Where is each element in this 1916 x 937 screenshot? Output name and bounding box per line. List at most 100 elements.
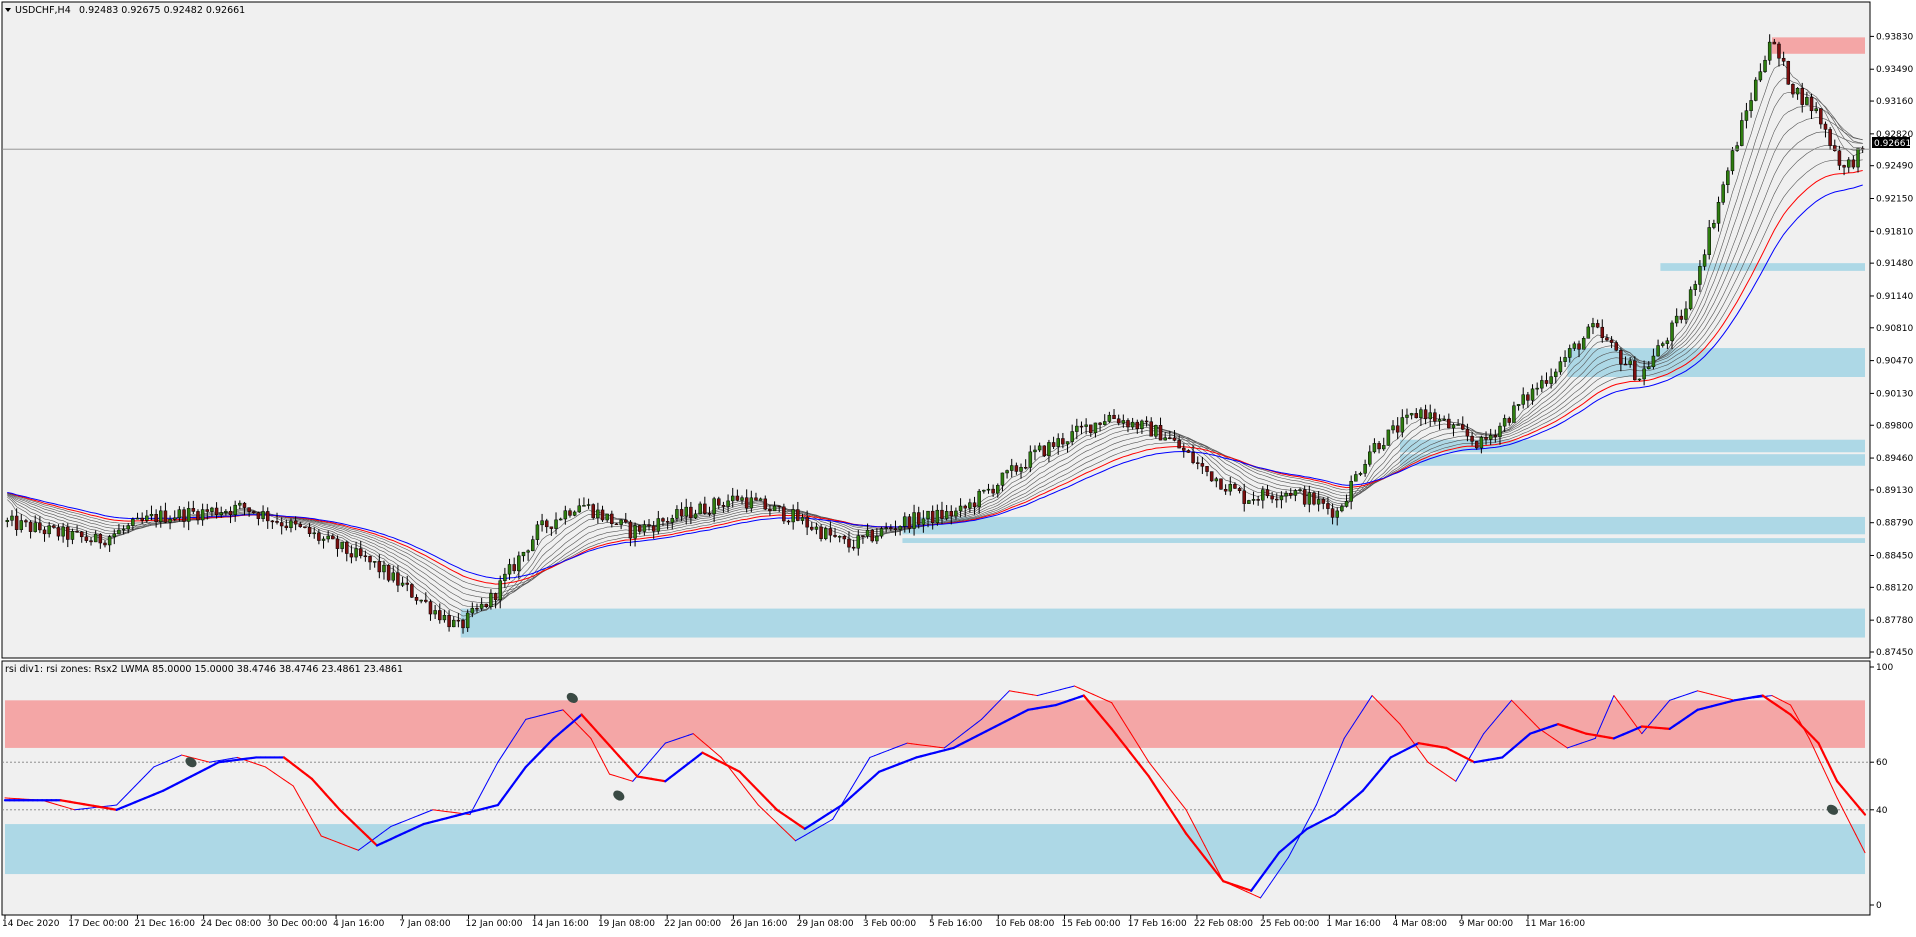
- candle-body: [317, 533, 320, 541]
- candle-body: [43, 530, 46, 534]
- candle-body: [778, 506, 781, 507]
- candle-body: [1801, 88, 1804, 104]
- candle-body: [671, 518, 674, 522]
- time-tick-label: 17 Feb 16:00: [1128, 919, 1187, 929]
- candle-body: [1629, 361, 1632, 365]
- current-price-tag: 0.92661: [1872, 137, 1911, 149]
- candle-body: [1466, 429, 1469, 436]
- candle-body: [531, 540, 534, 551]
- candle-body: [1508, 418, 1511, 422]
- candle-body: [1452, 425, 1455, 428]
- candle-body: [541, 521, 544, 525]
- candle-body: [559, 519, 562, 520]
- candle-body: [1545, 380, 1548, 383]
- candle-body: [117, 530, 120, 534]
- candle-body: [1689, 290, 1692, 309]
- candle-body: [1489, 435, 1492, 439]
- candle-body: [1554, 372, 1557, 377]
- candle-body: [62, 527, 65, 536]
- candle-body: [122, 529, 125, 530]
- candle-body: [1010, 466, 1013, 471]
- candle-body: [936, 510, 939, 523]
- rsi-tick-label: 60: [1876, 758, 1888, 768]
- candle-body: [573, 512, 576, 515]
- price-tick-label: 0.90130: [1876, 389, 1913, 399]
- candle-body: [1675, 316, 1678, 323]
- candle-body: [1410, 413, 1413, 415]
- candle-body: [815, 527, 818, 529]
- candle-body: [564, 511, 567, 519]
- window-title: USDCHF,H4: [15, 5, 71, 16]
- candle-body: [1061, 439, 1064, 445]
- price-tick-label: 0.90810: [1876, 324, 1913, 334]
- price-tick-label: 0.91480: [1876, 259, 1913, 269]
- candle-body: [1782, 58, 1785, 61]
- time-tick-label: 19 Jan 08:00: [598, 919, 655, 929]
- candle-body: [66, 527, 69, 540]
- candle-body: [959, 506, 962, 511]
- candle-body: [852, 547, 855, 548]
- candle-body: [643, 525, 646, 532]
- price-tick-label: 0.90470: [1876, 357, 1913, 367]
- candle-body: [1657, 346, 1660, 357]
- candle-body: [913, 513, 916, 529]
- candle-body: [1373, 443, 1376, 451]
- candle-body: [1550, 377, 1553, 384]
- candle-body: [1768, 42, 1771, 60]
- candle-body: [308, 527, 311, 534]
- time-tick-label: 17 Dec 00:00: [68, 919, 129, 929]
- candle-body: [536, 525, 539, 540]
- candle-body: [1085, 425, 1088, 427]
- candle-body: [1182, 448, 1185, 450]
- candle-body: [866, 530, 869, 536]
- time-tick-label: 3 Feb 00:00: [863, 919, 917, 929]
- candle-body: [1615, 343, 1618, 351]
- candle-body: [489, 593, 492, 606]
- rsi-tick-label: 0: [1876, 901, 1882, 911]
- candle-body: [1559, 362, 1562, 372]
- candle-body: [1847, 160, 1850, 167]
- candle-body: [271, 521, 274, 522]
- candle-body: [108, 537, 111, 545]
- price-tick-label: 0.89460: [1876, 454, 1913, 464]
- rsi-fast-line: [940, 747, 945, 748]
- candle-body: [1596, 323, 1599, 327]
- candle-body: [801, 517, 804, 520]
- rsi-panel[interactable]: [2, 661, 1870, 915]
- candle-body: [675, 509, 678, 518]
- candle-body: [1429, 413, 1432, 419]
- candle-body: [1777, 44, 1780, 58]
- price-zone-blue: [902, 538, 1865, 543]
- candle-body: [1075, 426, 1078, 431]
- candle-body: [1080, 426, 1083, 427]
- candle-body: [220, 513, 223, 515]
- candle-body: [1475, 441, 1478, 448]
- candle-body: [215, 508, 218, 515]
- candle-body: [1578, 344, 1581, 349]
- candle-body: [71, 531, 74, 539]
- candle-body: [666, 521, 669, 522]
- candle-body: [689, 507, 692, 518]
- price-tick-label: 0.91810: [1876, 227, 1913, 237]
- candle-body: [1354, 475, 1357, 482]
- candle-body: [20, 521, 23, 530]
- candle-body: [252, 512, 255, 513]
- candle-body: [57, 527, 60, 536]
- candle-body: [1345, 501, 1348, 506]
- candle-body: [1652, 356, 1655, 367]
- candle-body: [1536, 388, 1539, 389]
- candle-body: [1619, 350, 1622, 364]
- candle-body: [48, 526, 51, 534]
- candle-body: [1661, 344, 1664, 346]
- rsi-fast-line: [907, 743, 912, 744]
- candle-body: [741, 498, 744, 501]
- time-tick-label: 11 Mar 16:00: [1525, 919, 1585, 929]
- ohlc-readout: 0.92483 0.92675 0.92482 0.92661: [79, 5, 245, 16]
- candle-body: [466, 613, 469, 628]
- candle-body: [1271, 496, 1274, 499]
- candle-body: [1350, 481, 1353, 501]
- rsi-fast-line: [107, 806, 112, 807]
- candle-body: [1671, 323, 1674, 341]
- candle-body: [578, 506, 581, 512]
